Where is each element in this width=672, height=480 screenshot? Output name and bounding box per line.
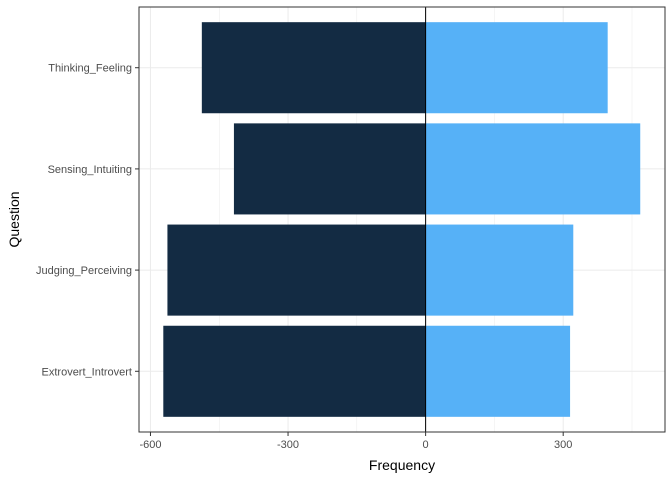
bar-Sensing_Intuiting-positive (425, 123, 641, 215)
y-axis-title: Question (6, 191, 22, 247)
y-tick-label: Sensing_Intuiting (48, 164, 132, 176)
bar-Extrovert_Introvert-positive (425, 325, 571, 417)
x-axis-ticks: -600 -300 0 300 (139, 432, 572, 451)
x-tick-label: -300 (277, 439, 299, 451)
panel-border (138, 6, 666, 433)
y-axis-ticks: Extrovert_Introvert Judging_Perceiving Sen… (36, 63, 139, 378)
y-tick-label: Judging_Perceiving (36, 265, 132, 277)
bar-Judging_Perceiving-positive (425, 224, 574, 316)
y-tick-label: Thinking_Feeling (48, 63, 132, 75)
y-tick-label: Extrovert_Introvert (42, 366, 132, 378)
x-tick-label: -600 (139, 439, 161, 451)
bar-Judging_Perceiving-negative (167, 224, 426, 316)
bar-Sensing_Intuiting-negative (233, 123, 426, 215)
x-tick-label: 0 (423, 439, 429, 451)
bar-Thinking_Feeling-positive (425, 22, 608, 114)
x-axis-title: Frequency (369, 457, 435, 473)
x-tick-label: 300 (554, 439, 572, 451)
bars (163, 22, 641, 417)
bar-Thinking_Feeling-negative (201, 22, 426, 114)
bar-Extrovert_Introvert-negative (163, 325, 426, 417)
